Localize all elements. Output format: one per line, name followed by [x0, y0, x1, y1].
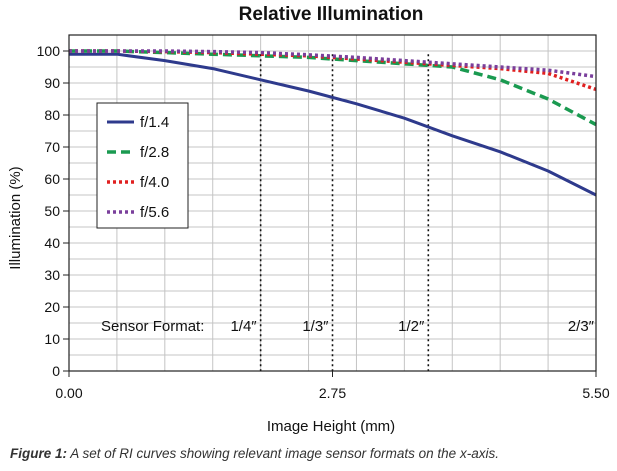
chart-title: Relative Illumination	[239, 4, 424, 25]
series-line	[69, 49, 597, 92]
y-tick-label: 20	[44, 299, 60, 315]
series-line	[69, 52, 597, 197]
legend-label: f/1.4	[140, 114, 169, 131]
sensor-format-label: Sensor Format:	[101, 318, 204, 335]
series-line	[69, 49, 597, 79]
y-axis-ticks: 0 10 20 30 40 50 60 70 80 90 100	[37, 43, 69, 379]
legend-box	[96, 102, 189, 229]
sensor-format-value: 1/4″	[230, 318, 257, 335]
y-tick-label: 90	[44, 75, 60, 91]
y-tick-label: 40	[44, 235, 60, 251]
sensor-format-value: 1/3″	[302, 318, 329, 335]
legend-label: f/4.0	[140, 174, 169, 191]
y-tick-label: 60	[44, 171, 60, 187]
sensor-format-annotations: Sensor Format: 1/4″ 1/3″ 1/2″ 2/3″	[101, 318, 595, 335]
series-line	[69, 49, 597, 127]
caption-prefix: Figure 1:	[10, 446, 68, 461]
y-tick-label: 0	[52, 363, 60, 379]
x-axis-ticks: 0.00 2.75 5.50	[55, 371, 610, 401]
y-tick-label: 50	[44, 203, 60, 219]
x-tick-label: 2.75	[319, 385, 346, 401]
x-tick-label: 0.00	[55, 385, 82, 401]
legend: f/1.4 f/2.8 f/4.0 f/5.6	[96, 102, 189, 229]
y-tick-label: 80	[44, 107, 60, 123]
relative-illumination-chart: Relative Illumination 0 10 20 30 40 50 60 70 80 9…	[7, 4, 610, 435]
series-layer	[69, 49, 597, 197]
sensor-format-value: 1/2″	[398, 318, 425, 335]
sensor-format-value: 2/3″	[568, 318, 595, 335]
x-axis-label: Image Height (mm)	[267, 418, 395, 435]
y-axis-label: Illumination (%)	[7, 166, 24, 269]
y-tick-label: 100	[37, 43, 61, 59]
y-tick-label: 70	[44, 139, 60, 155]
x-tick-label: 5.50	[582, 385, 609, 401]
legend-label: f/5.6	[140, 204, 169, 221]
y-tick-label: 10	[44, 331, 60, 347]
figure-caption: Figure 1: A set of RI curves showing rel…	[10, 446, 499, 461]
caption-text: A set of RI curves showing relevant imag…	[67, 446, 499, 461]
legend-label: f/2.8	[140, 144, 169, 161]
y-tick-label: 30	[44, 267, 60, 283]
